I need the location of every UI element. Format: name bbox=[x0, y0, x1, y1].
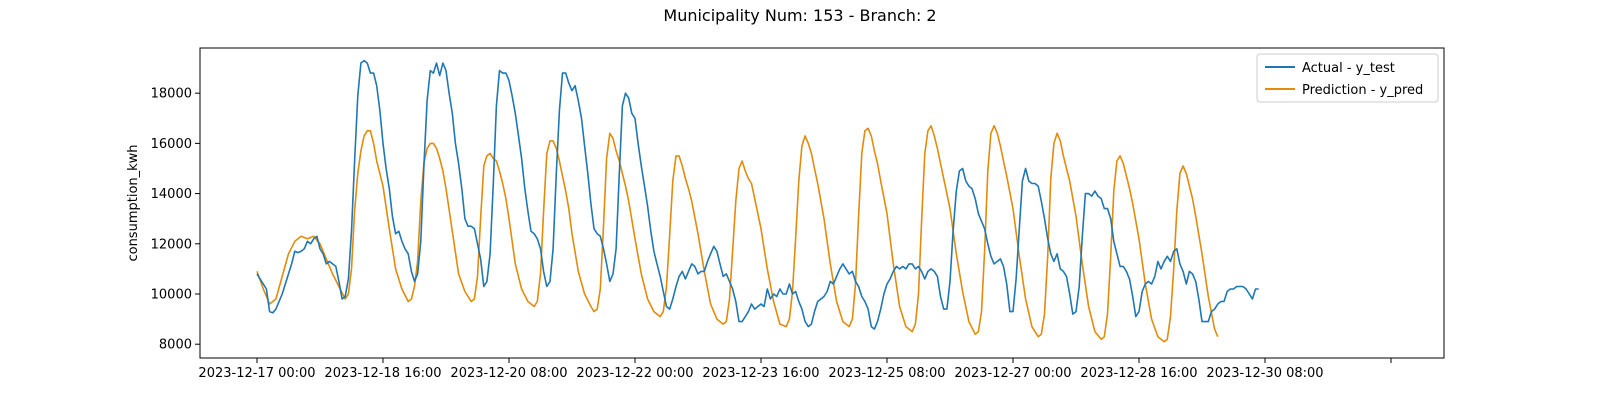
x-tick-label: 2023-12-17 00:00 bbox=[198, 366, 315, 381]
legend-box bbox=[1256, 53, 1439, 103]
x-tick-label: 2023-12-30 08:00 bbox=[1206, 366, 1323, 381]
series-lines bbox=[256, 59, 1259, 343]
x-tick-label: 2023-12-22 00:00 bbox=[576, 366, 693, 381]
chart-title: Municipality Num: 153 - Branch: 2 bbox=[663, 6, 937, 25]
legend-label-actual: Actual - y_test bbox=[1302, 61, 1395, 76]
plot-frame bbox=[199, 47, 1445, 359]
y-tick-label: 8000 bbox=[159, 338, 192, 353]
y-tick-label: 14000 bbox=[151, 187, 192, 202]
y-tick-label: 12000 bbox=[151, 237, 192, 252]
legend-label-prediction: Prediction - y_pred bbox=[1302, 83, 1423, 98]
x-tick-label: 2023-12-18 16:00 bbox=[324, 366, 441, 381]
x-axis: 2023-12-17 00:00 2023-12-18 16:00 2023-12-… bbox=[198, 358, 1392, 381]
series-line-prediction bbox=[256, 125, 1219, 343]
y-axis-label: consumption_kwh bbox=[126, 144, 141, 261]
y-tick-label: 18000 bbox=[151, 87, 192, 102]
x-tick-label: 2023-12-28 16:00 bbox=[1080, 366, 1197, 381]
x-tick-label: 2023-12-27 00:00 bbox=[954, 366, 1071, 381]
x-tick-label: 2023-12-20 08:00 bbox=[450, 366, 567, 381]
y-tick-label: 10000 bbox=[151, 287, 192, 302]
y-axis: 8000 10000 12000 14000 16000 18000 bbox=[151, 87, 200, 353]
legend: Actual - y_test Prediction - y_pred bbox=[1256, 53, 1439, 103]
series-line-actual bbox=[256, 59, 1259, 330]
y-tick-label: 16000 bbox=[151, 137, 192, 152]
x-tick-label: 2023-12-23 16:00 bbox=[702, 366, 819, 381]
x-tick-label: 2023-12-25 08:00 bbox=[828, 366, 945, 381]
